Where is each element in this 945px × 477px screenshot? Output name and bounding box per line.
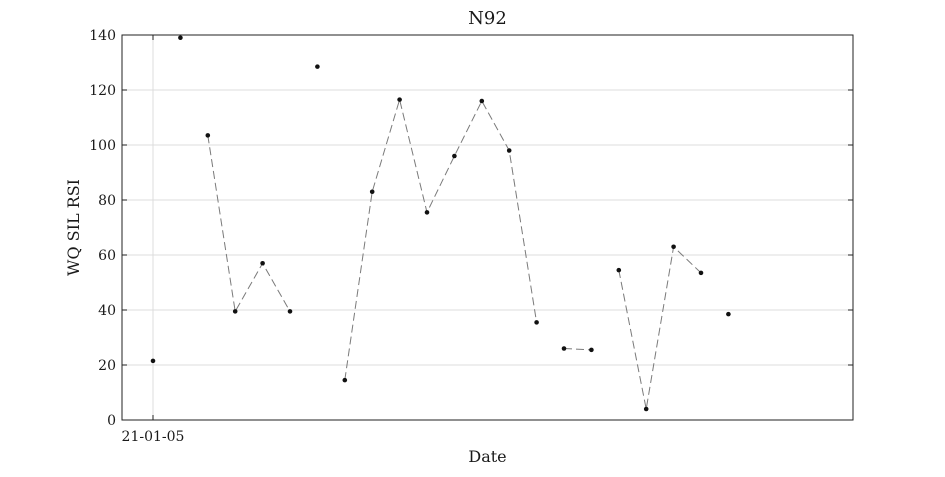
data-point bbox=[424, 210, 430, 215]
y-tick-label: 20 bbox=[98, 358, 116, 374]
data-point bbox=[452, 153, 457, 159]
x-tick-label: 21-01-05 bbox=[122, 429, 185, 445]
data-point bbox=[150, 358, 156, 364]
data-point bbox=[671, 244, 676, 250]
data-point bbox=[506, 148, 512, 153]
y-axis-label: WQ SIL RSI bbox=[64, 179, 83, 276]
series-lines bbox=[207, 97, 702, 410]
data-point bbox=[315, 64, 320, 69]
data-point bbox=[287, 309, 293, 314]
chart-title: N92 bbox=[468, 8, 507, 29]
data-point bbox=[643, 406, 649, 412]
data-point bbox=[698, 270, 704, 276]
y-tick-label: 140 bbox=[89, 28, 116, 44]
data-point bbox=[342, 377, 348, 383]
y-tick-label: 100 bbox=[89, 138, 116, 154]
series-line-segment bbox=[207, 135, 291, 313]
series-line-segment bbox=[618, 245, 702, 410]
y-axis-ticks: 0 20 40 60 80 100 120 140 bbox=[89, 28, 853, 429]
data-point bbox=[260, 260, 265, 266]
y-tick-label: 60 bbox=[98, 248, 116, 264]
data-point bbox=[561, 346, 567, 351]
y-tick-label: 80 bbox=[98, 193, 116, 209]
data-point bbox=[726, 311, 731, 317]
data-point bbox=[534, 320, 539, 325]
y-tick-label: 120 bbox=[89, 83, 116, 99]
gridlines bbox=[122, 34, 853, 421]
plot-frame bbox=[121, 34, 854, 421]
data-point bbox=[397, 97, 402, 102]
data-points bbox=[150, 35, 731, 412]
y-tick-label: 0 bbox=[107, 413, 116, 429]
x-axis-label: Date bbox=[468, 447, 506, 466]
data-point bbox=[178, 35, 183, 41]
y-tick-label: 40 bbox=[98, 303, 116, 319]
data-point bbox=[369, 189, 375, 195]
data-point bbox=[205, 133, 211, 138]
data-point bbox=[479, 98, 485, 104]
series-line-segment bbox=[563, 348, 592, 351]
data-point bbox=[232, 309, 238, 314]
data-point bbox=[589, 347, 594, 353]
x-axis-ticks: 21-01-05 bbox=[122, 35, 185, 445]
series-line-segment bbox=[344, 97, 538, 381]
data-point bbox=[616, 267, 622, 273]
